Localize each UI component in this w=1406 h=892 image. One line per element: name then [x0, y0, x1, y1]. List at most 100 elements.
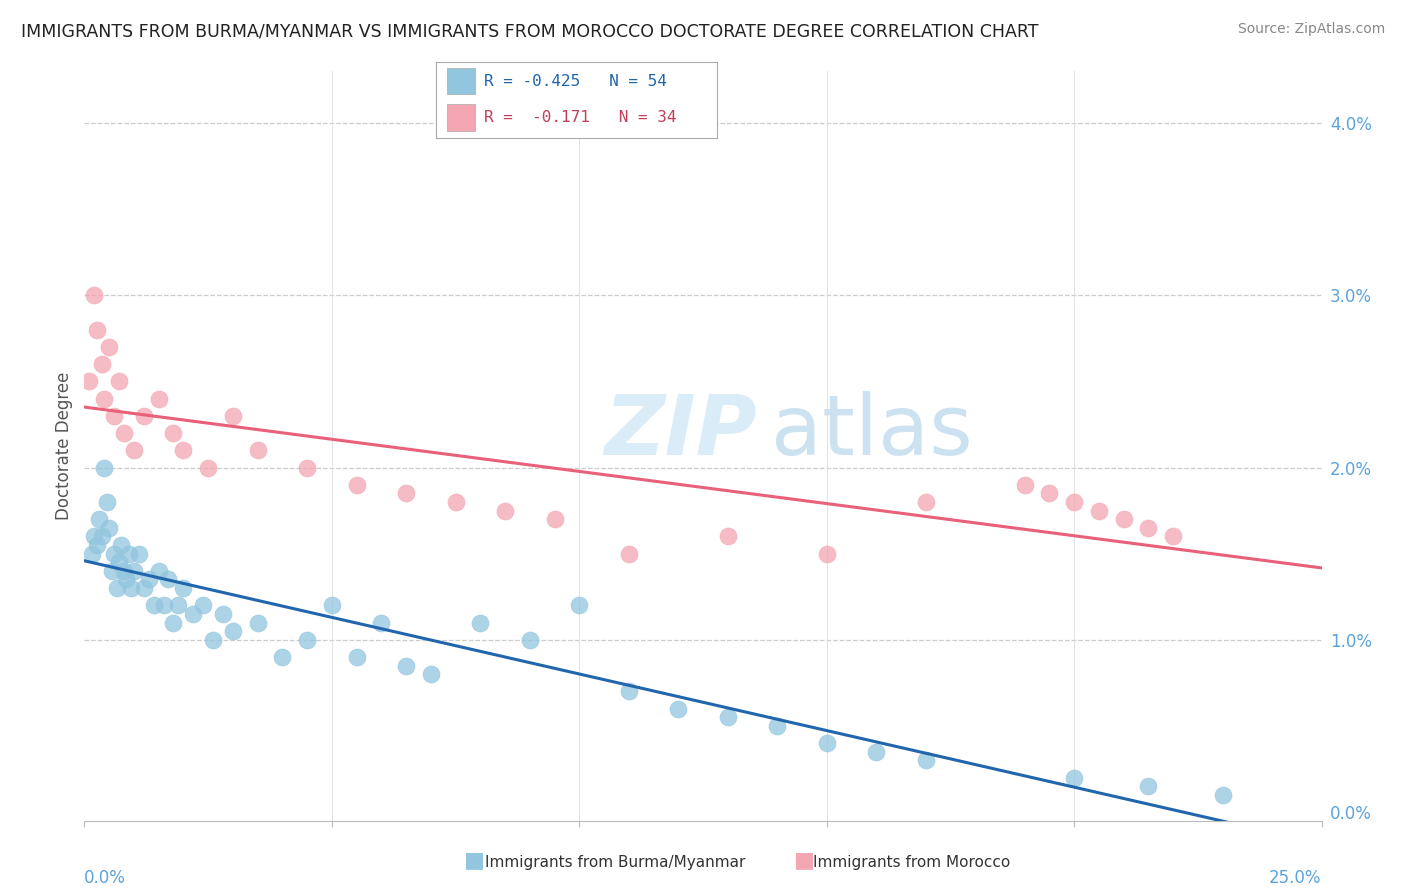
Point	[295, 632, 318, 647]
Point	[1137, 521, 1160, 535]
Point	[122, 564, 145, 578]
Point	[100, 564, 122, 578]
Point	[1038, 486, 1060, 500]
Text: Source: ZipAtlas.com: Source: ZipAtlas.com	[1237, 22, 1385, 37]
Point	[79, 375, 101, 389]
Point	[1137, 779, 1160, 793]
Text: IMMIGRANTS FROM BURMA/MYANMAR VS IMMIGRANTS FROM MOROCCO DOCTORATE DEGREE CORREL: IMMIGRANTS FROM BURMA/MYANMAR VS IMMIGRA…	[21, 22, 1039, 40]
Point	[914, 495, 936, 509]
Point	[98, 521, 121, 535]
Text: 25.0%: 25.0%	[1270, 869, 1322, 887]
Point	[152, 599, 174, 613]
Point	[120, 581, 142, 595]
Point	[543, 512, 565, 526]
Point	[98, 340, 121, 354]
Text: ZIP: ZIP	[605, 391, 756, 472]
Point	[132, 581, 155, 595]
Point	[118, 547, 141, 561]
Point	[271, 650, 294, 665]
Text: atlas: atlas	[770, 391, 973, 472]
Point	[191, 599, 214, 613]
Point	[105, 581, 128, 595]
Point	[148, 564, 170, 578]
Point	[80, 547, 103, 561]
Point	[83, 288, 105, 302]
Y-axis label: Doctorate Degree: Doctorate Degree	[55, 372, 73, 520]
Point	[717, 529, 740, 543]
Point	[470, 615, 492, 630]
Point	[197, 460, 219, 475]
Point	[568, 599, 591, 613]
Point	[395, 658, 418, 673]
Point	[172, 443, 194, 458]
Point	[89, 512, 111, 526]
Point	[1112, 512, 1135, 526]
Point	[138, 573, 160, 587]
Point	[128, 547, 150, 561]
Point	[181, 607, 204, 621]
Point	[222, 624, 245, 639]
Point	[617, 684, 640, 698]
Point	[83, 529, 105, 543]
Point	[86, 538, 108, 552]
Point	[494, 503, 516, 517]
Point	[172, 581, 194, 595]
Point	[112, 426, 135, 441]
Point	[132, 409, 155, 423]
Point	[167, 599, 190, 613]
Point	[108, 555, 131, 569]
Point	[717, 710, 740, 724]
Point	[766, 719, 789, 733]
Point	[142, 599, 165, 613]
Point	[162, 426, 184, 441]
Point	[108, 375, 131, 389]
Point	[93, 392, 115, 406]
Point	[162, 615, 184, 630]
Point	[96, 495, 118, 509]
Point	[1014, 477, 1036, 491]
Point	[666, 701, 689, 715]
Point	[914, 753, 936, 767]
Point	[815, 547, 838, 561]
Point	[110, 538, 132, 552]
Text: R =  -0.171   N = 34: R = -0.171 N = 34	[484, 111, 676, 125]
Point	[246, 443, 269, 458]
Point	[86, 323, 108, 337]
Point	[112, 564, 135, 578]
Point	[90, 357, 112, 371]
Text: Immigrants from Burma/Myanmar: Immigrants from Burma/Myanmar	[485, 855, 745, 870]
Point	[519, 632, 541, 647]
Point	[103, 547, 125, 561]
Point	[222, 409, 245, 423]
Point	[321, 599, 343, 613]
Text: 0.0%: 0.0%	[84, 869, 127, 887]
Point	[444, 495, 467, 509]
Point	[93, 460, 115, 475]
Point	[202, 632, 225, 647]
Point	[90, 529, 112, 543]
Point	[865, 745, 887, 759]
Point	[1212, 788, 1234, 802]
Point	[815, 736, 838, 750]
Point	[246, 615, 269, 630]
Point	[617, 547, 640, 561]
Point	[419, 667, 441, 681]
Point	[212, 607, 235, 621]
Point	[295, 460, 318, 475]
Point	[395, 486, 418, 500]
Bar	[447, 68, 475, 95]
Point	[157, 573, 180, 587]
Point	[1161, 529, 1184, 543]
Point	[1088, 503, 1111, 517]
Point	[1063, 771, 1085, 785]
Text: ■: ■	[794, 850, 815, 870]
Point	[103, 409, 125, 423]
Point	[346, 477, 368, 491]
Bar	[447, 104, 475, 130]
Text: ■: ■	[464, 850, 485, 870]
Text: Immigrants from Morocco: Immigrants from Morocco	[813, 855, 1010, 870]
Point	[148, 392, 170, 406]
Point	[122, 443, 145, 458]
Point	[370, 615, 392, 630]
Point	[115, 573, 138, 587]
